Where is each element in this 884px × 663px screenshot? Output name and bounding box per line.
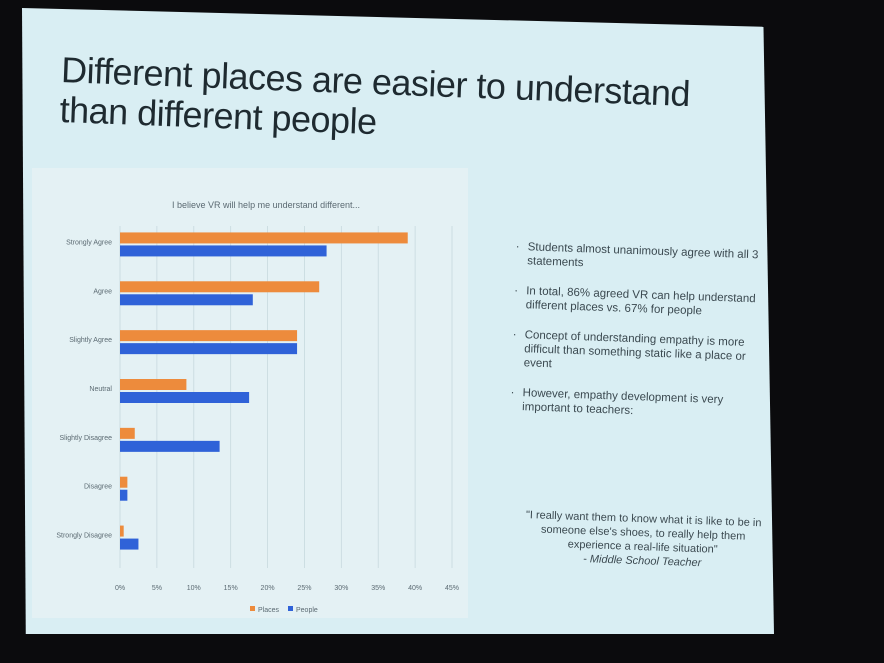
legend-swatch bbox=[288, 606, 293, 611]
bar-people bbox=[120, 294, 253, 306]
bar-places bbox=[120, 232, 408, 244]
bar-places bbox=[120, 281, 320, 293]
category-label: Neutral bbox=[89, 386, 112, 393]
x-tick-label: 35% bbox=[371, 585, 385, 592]
slide: Different places are easier to understan… bbox=[22, 8, 774, 634]
bullet-list: · Students almost unanimously agree with … bbox=[510, 240, 759, 438]
bar-people bbox=[120, 489, 128, 501]
teacher-quote: "I really want them to know what it is l… bbox=[522, 508, 764, 572]
category-label: Slightly Disagree bbox=[59, 435, 112, 442]
x-tick-label: 15% bbox=[224, 585, 238, 592]
x-tick-label: 30% bbox=[334, 585, 348, 592]
quote-attribution: - Middle School Teacher bbox=[582, 553, 702, 570]
chart-title: I believe VR will help me understand dif… bbox=[172, 200, 360, 210]
bar-people bbox=[120, 440, 220, 452]
bullet-text: Students almost unanimously agree with a… bbox=[527, 241, 759, 270]
bullet-item: · In total, 86% agreed VR can help unders… bbox=[514, 284, 756, 318]
bullet-item: · Concept of understanding empathy is mor… bbox=[512, 328, 746, 371]
bar-people bbox=[120, 392, 250, 403]
legend-label: Places bbox=[258, 607, 280, 614]
x-tick-label: 0% bbox=[115, 585, 125, 592]
category-label: Agree bbox=[93, 288, 112, 295]
slide-title: Different places are easier to understan… bbox=[58, 49, 691, 143]
category-label: Strongly Agree bbox=[66, 239, 112, 246]
bar-places bbox=[120, 427, 135, 439]
bar-places bbox=[120, 476, 128, 488]
bar-people bbox=[120, 245, 327, 257]
quote-text: "I really want them to know what it is l… bbox=[525, 509, 762, 556]
x-tick-label: 5% bbox=[152, 585, 162, 592]
x-tick-label: 45% bbox=[445, 585, 459, 592]
x-tick-label: 10% bbox=[187, 585, 201, 592]
bar-people bbox=[120, 343, 298, 355]
x-tick-label: 40% bbox=[408, 585, 422, 592]
bullet-item: · However, empathy development is very im… bbox=[510, 386, 724, 418]
bullet-text: Concept of understanding empathy is more… bbox=[523, 329, 746, 371]
bullet-item: · Students almost unanimously agree with … bbox=[515, 240, 759, 270]
chart-panel: I believe VR will help me understand dif… bbox=[32, 168, 468, 618]
legend-label: People bbox=[296, 607, 318, 614]
category-label: Slightly Agree bbox=[69, 337, 112, 344]
bar-places bbox=[120, 525, 124, 537]
x-tick-label: 20% bbox=[261, 585, 275, 592]
x-tick-label: 25% bbox=[297, 585, 311, 592]
bullet-text: However, empathy development is very imp… bbox=[521, 387, 724, 418]
legend-swatch bbox=[250, 606, 255, 611]
bar-people bbox=[120, 538, 139, 550]
bar-places bbox=[120, 330, 298, 342]
bar-places bbox=[120, 379, 187, 390]
bullet-text: In total, 86% agreed VR can help underst… bbox=[525, 285, 756, 318]
category-label: Disagree bbox=[84, 484, 112, 491]
category-label: Strongly Disagree bbox=[56, 533, 112, 540]
bar-chart: I believe VR will help me understand dif… bbox=[56, 200, 459, 614]
